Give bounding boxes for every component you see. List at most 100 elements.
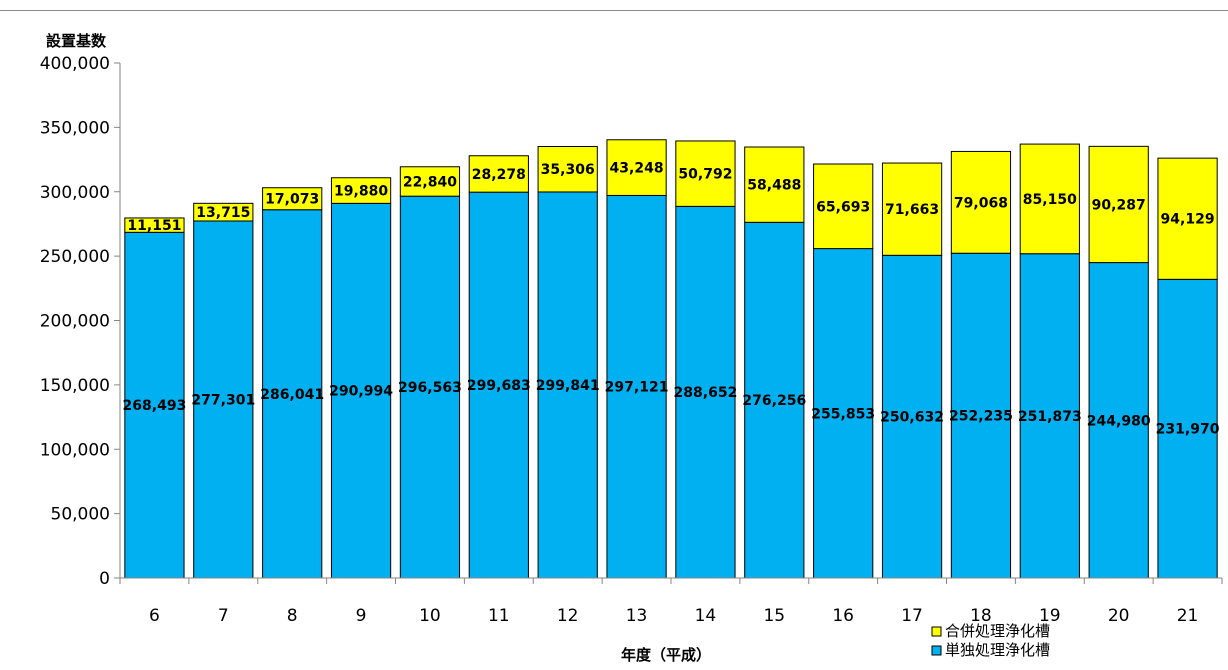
bar-combined-segment [1088, 145, 1149, 264]
bar-single-segment [1157, 278, 1218, 579]
value-label-combined: 71,663 [885, 202, 939, 218]
bar-single-segment [468, 191, 529, 579]
value-label-combined: 79,068 [954, 195, 1008, 211]
bar-single-segment [813, 248, 874, 579]
value-label-combined: 85,150 [1023, 192, 1077, 208]
bar-combined-segment [1019, 143, 1080, 255]
bar-single-segment [606, 194, 667, 579]
x-tick-label: 8 [287, 606, 298, 626]
x-tick-label: 10 [419, 606, 441, 626]
legend-swatch-single [931, 645, 942, 656]
x-tick-label: 12 [557, 606, 579, 626]
bar-single-segment [399, 195, 461, 579]
x-tick-label: 15 [763, 606, 785, 626]
x-tick-label: 7 [218, 606, 229, 626]
bar-combined-segment [1157, 157, 1218, 280]
bar-single-segment [675, 205, 736, 579]
value-label-single: 286,041 [260, 387, 324, 403]
legend-label-single: 単独処理浄化槽 [945, 641, 1050, 659]
value-label-single: 290,994 [329, 384, 393, 400]
bar-single-segment [1088, 262, 1149, 579]
value-label-single: 252,235 [949, 409, 1013, 425]
x-tick-label: 11 [488, 606, 510, 626]
x-tick-label: 19 [1039, 606, 1061, 626]
legend-swatch-combined [931, 626, 942, 637]
value-label-single: 250,632 [880, 410, 944, 426]
bar-single-segment [1019, 253, 1080, 579]
value-label-single: 288,652 [674, 385, 738, 401]
y-tick-label: 0 [99, 569, 110, 589]
legend: 合併処理浄化槽 単独処理浄化槽 [931, 622, 1050, 659]
value-label-combined: 17,073 [265, 192, 319, 208]
y-tick-label: 100,000 [40, 440, 110, 460]
value-label-combined: 11,151 [127, 218, 181, 234]
value-labels-layer: 268,493 11,151 277,301 13,715 286,041 17,073 2… [123, 161, 1220, 438]
x-tick-label: 18 [970, 606, 992, 626]
bar-combined-segment [881, 162, 943, 256]
bar-single-segment [744, 221, 805, 579]
bar-combined-segment [744, 146, 805, 223]
y-tick-label: 200,000 [40, 312, 110, 332]
bar-combined-segment [193, 202, 254, 222]
value-label-single: 277,301 [191, 392, 255, 408]
value-label-combined: 90,287 [1092, 197, 1146, 213]
bar-single-segment [262, 209, 323, 579]
value-label-combined: 19,880 [334, 184, 388, 200]
value-label-single: 251,873 [1018, 409, 1082, 425]
bar-combined-segment [330, 177, 392, 204]
bar-single-segment [124, 231, 185, 579]
bar-combined-segment [950, 150, 1012, 254]
y-tick-label: 50,000 [51, 505, 110, 525]
value-label-combined: 13,715 [196, 205, 250, 221]
x-tick-label: 9 [356, 606, 367, 626]
bar-combined-segment [813, 163, 874, 250]
value-label-combined: 50,792 [678, 167, 732, 183]
bar-single-segment [881, 254, 943, 579]
value-label-single: 297,121 [605, 380, 669, 396]
x-axis-title: 年度（平成） [621, 646, 711, 664]
value-label-single: 231,970 [1156, 422, 1220, 438]
bar-combined-segment [399, 166, 461, 197]
y-tick-label: 300,000 [40, 183, 110, 203]
bar-combined-segment [675, 140, 736, 207]
bar-combined-segment [468, 155, 529, 193]
value-label-single: 299,841 [536, 378, 600, 394]
x-tick-label: 16 [832, 606, 854, 626]
value-label-single: 299,683 [467, 378, 531, 394]
value-label-single: 276,256 [742, 393, 806, 409]
y-axis-title: 設置基数 [46, 32, 107, 50]
x-ticks-layer: 6 7 8 9 10 11 12 13 14 15 16 17 18 19 20 21 [119, 578, 1223, 626]
x-tick-label: 14 [695, 606, 717, 626]
value-label-combined: 58,488 [747, 178, 801, 194]
bar-combined-segment [606, 139, 667, 196]
value-label-combined: 22,840 [403, 174, 457, 190]
bar-single-segment [950, 252, 1012, 579]
bar-combined-segment [124, 217, 185, 233]
bar-combined-segment [537, 145, 598, 193]
x-tick-label: 20 [1108, 606, 1130, 626]
value-label-combined: 35,306 [541, 162, 595, 178]
value-label-single: 296,563 [398, 380, 462, 396]
x-tick-label: 13 [626, 606, 648, 626]
x-tick-label: 6 [149, 606, 160, 626]
value-label-single: 268,493 [123, 398, 187, 414]
value-label-combined: 43,248 [610, 161, 664, 177]
y-tick-label: 150,000 [40, 376, 110, 396]
top-divider [0, 10, 1228, 11]
legend-label-combined: 合併処理浄化槽 [945, 622, 1050, 640]
bar-combined-segment [262, 187, 323, 211]
y-ticks-layer: 0 50,000 100,000 150,000 200,000 250,000 300,0… [40, 54, 120, 589]
value-label-combined: 28,278 [472, 167, 526, 183]
value-label-single: 255,853 [811, 406, 875, 422]
bars-layer [124, 139, 1218, 579]
value-label-combined: 94,129 [1161, 212, 1215, 228]
value-label-single: 244,980 [1087, 413, 1151, 429]
y-tick-label: 250,000 [40, 247, 110, 267]
y-tick-label: 400,000 [40, 54, 110, 74]
x-tick-label: 21 [1177, 606, 1199, 626]
bar-single-segment [537, 191, 598, 579]
x-tick-label: 17 [901, 606, 923, 626]
value-label-combined: 65,693 [816, 199, 870, 215]
